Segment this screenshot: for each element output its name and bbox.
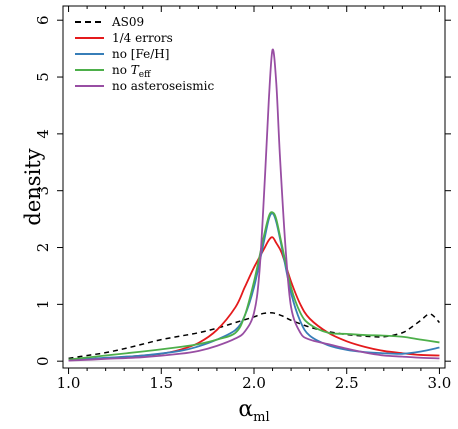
legend-label: AS09 (111, 15, 144, 29)
x-axis-title-symbol: α (238, 397, 253, 422)
series-line-4 (68, 48, 440, 362)
legend-label-text: no (112, 63, 131, 77)
legend-label: no [Fe/H] (112, 47, 169, 61)
series-line-1 (68, 236, 440, 361)
x-axis-title-subscript: ml (253, 410, 270, 425)
y-tick-label: 4 (34, 129, 52, 139)
x-axis: 1.0 1.5 2.0 2.5 3.0 (57, 6, 452, 392)
x-axis-title: αml (238, 397, 269, 425)
legend-label-text: no asteroseismic (112, 79, 214, 93)
x-tick-label: 3.0 (428, 374, 452, 392)
legend-label-text: AS09 (111, 15, 144, 29)
series-line-3 (68, 211, 440, 361)
legend-label-italic: T (131, 63, 140, 77)
x-tick-label: 1.0 (57, 374, 81, 392)
legend-label-subscript: eff (139, 70, 151, 80)
legend-label: 1/4 errors (112, 31, 173, 45)
y-tick-label: 0 (34, 356, 52, 366)
x-tick-label: 1.5 (149, 374, 173, 392)
series-layer (68, 48, 440, 362)
series-line-0 (68, 311, 440, 360)
y-tick-label: 1 (34, 300, 52, 310)
legend-label: no asteroseismic (112, 79, 214, 93)
y-tick-label: 2 (34, 243, 52, 253)
y-tick-label: 5 (34, 72, 52, 82)
legend-label-text: 1/4 errors (112, 31, 173, 45)
y-axis: 0 1 2 3 4 5 6 (34, 15, 451, 366)
legend-label-text: no [Fe/H] (112, 47, 169, 61)
y-axis-title: density (21, 148, 45, 225)
x-tick-label: 2.0 (242, 374, 266, 392)
legend-label: no Teff (112, 63, 151, 80)
x-tick-label: 2.5 (335, 374, 359, 392)
y-tick-label: 6 (34, 15, 52, 25)
y-tick-label: 3 (34, 186, 52, 196)
